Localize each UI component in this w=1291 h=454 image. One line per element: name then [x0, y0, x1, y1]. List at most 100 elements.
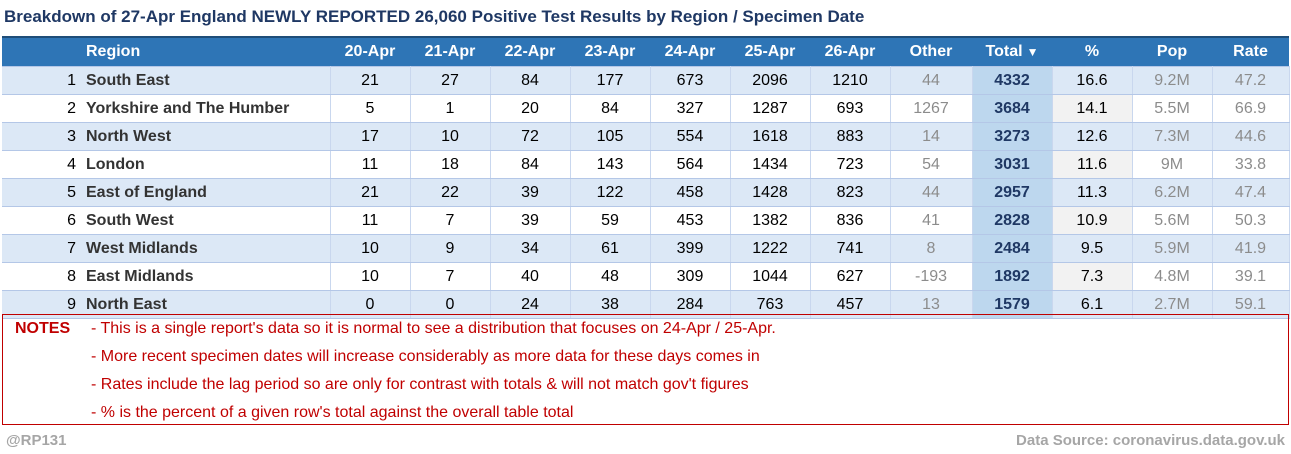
cell-23-apr: 105 [570, 122, 651, 151]
cell-22-apr: 39 [490, 178, 571, 207]
cell-24-apr: 564 [650, 150, 731, 179]
cell-20-apr: 21 [330, 178, 411, 207]
cell-22-apr: 20 [490, 94, 571, 123]
notes-label: NOTES [15, 320, 71, 337]
results-table: Region 20-Apr 21-Apr 22-Apr 23-Apr 24-Ap… [2, 36, 1290, 319]
cell-21-apr: 10 [410, 122, 491, 151]
cell-total: 3273 [971, 122, 1053, 151]
cell-26-apr: 836 [810, 206, 891, 235]
date-header-26-apr[interactable]: 26-Apr [810, 36, 890, 67]
region-name: South West [82, 206, 331, 235]
cell-other: 44 [890, 66, 973, 95]
sort-descending-icon[interactable]: ▼ [1026, 45, 1039, 59]
cell-percent: 9.5 [1052, 234, 1133, 263]
cell-21-apr: 7 [410, 262, 491, 291]
cell-26-apr: 741 [810, 234, 891, 263]
row-number: 6 [2, 206, 82, 235]
note-line: - Rates include the lag period so are on… [91, 376, 749, 393]
table-row: 6 South West 11 7 39 59 453 1382 836 41 2828 10.9 5.… [2, 206, 1290, 235]
total-header[interactable]: Total ▼ [972, 36, 1052, 67]
notes-box: NOTES - This is a single report's data s… [2, 314, 1289, 425]
cell-pop: 9M [1132, 150, 1213, 179]
rate-header[interactable]: Rate [1212, 36, 1289, 67]
note-line: - % is the percent of a given row's tota… [91, 404, 574, 421]
cell-rate: 41.9 [1212, 234, 1290, 263]
date-header-20-apr[interactable]: 20-Apr [330, 36, 410, 67]
cell-26-apr: 723 [810, 150, 891, 179]
date-header-24-apr[interactable]: 24-Apr [650, 36, 730, 67]
cell-21-apr: 22 [410, 178, 491, 207]
cell-25-apr: 1287 [730, 94, 811, 123]
cell-25-apr: 1222 [730, 234, 811, 263]
cell-26-apr: 1210 [810, 66, 891, 95]
table-row: 2 Yorkshire and The Humber 5 1 20 84 327 1287 69… [2, 94, 1290, 123]
cell-total: 2484 [971, 234, 1053, 263]
note-line: - More recent specimen dates will increa… [91, 348, 760, 365]
cell-total: 2828 [971, 206, 1053, 235]
row-number: 8 [2, 262, 82, 291]
cell-24-apr: 327 [650, 94, 731, 123]
pop-header[interactable]: Pop [1132, 36, 1212, 67]
cell-23-apr: 84 [570, 94, 651, 123]
cell-25-apr: 1434 [730, 150, 811, 179]
cell-22-apr: 40 [490, 262, 571, 291]
cell-other: 14 [890, 122, 973, 151]
region-name: Yorkshire and The Humber [82, 94, 331, 123]
date-header-23-apr[interactable]: 23-Apr [570, 36, 650, 67]
cell-total: 3684 [971, 94, 1053, 123]
cell-percent: 10.9 [1052, 206, 1133, 235]
table-header-row: Region 20-Apr 21-Apr 22-Apr 23-Apr 24-Ap… [2, 36, 1289, 67]
cell-23-apr: 61 [570, 234, 651, 263]
table-row: 5 East of England 21 22 39 122 458 1428 823 44 295… [2, 178, 1290, 207]
author-handle: @RP131 [6, 432, 67, 449]
cell-total: 3031 [971, 150, 1053, 179]
note-line: - This is a single report's data so it i… [91, 320, 776, 337]
date-header-22-apr[interactable]: 22-Apr [490, 36, 570, 67]
cell-22-apr: 72 [490, 122, 571, 151]
cell-24-apr: 458 [650, 178, 731, 207]
date-header-25-apr[interactable]: 25-Apr [730, 36, 810, 67]
cell-rate: 47.4 [1212, 178, 1290, 207]
cell-21-apr: 9 [410, 234, 491, 263]
cell-pop: 5.6M [1132, 206, 1213, 235]
cell-22-apr: 39 [490, 206, 571, 235]
cell-24-apr: 673 [650, 66, 731, 95]
cell-other: 41 [890, 206, 973, 235]
cell-20-apr: 17 [330, 122, 411, 151]
cell-percent: 11.3 [1052, 178, 1133, 207]
cell-25-apr: 1044 [730, 262, 811, 291]
cell-25-apr: 1428 [730, 178, 811, 207]
cell-22-apr: 84 [490, 150, 571, 179]
cell-20-apr: 11 [330, 150, 411, 179]
cell-26-apr: 883 [810, 122, 891, 151]
percent-header[interactable]: % [1052, 36, 1132, 67]
date-header-21-apr[interactable]: 21-Apr [410, 36, 490, 67]
table-row: 7 West Midlands 10 9 34 61 399 1222 741 8 2484 9.5 5… [2, 234, 1290, 263]
cell-other: 54 [890, 150, 973, 179]
cell-other: 1267 [890, 94, 973, 123]
cell-total: 4332 [971, 66, 1053, 95]
cell-26-apr: 627 [810, 262, 891, 291]
row-number: 1 [2, 66, 82, 95]
cell-26-apr: 823 [810, 178, 891, 207]
cell-24-apr: 399 [650, 234, 731, 263]
other-header[interactable]: Other [890, 36, 972, 67]
cell-total: 1892 [971, 262, 1053, 291]
cell-23-apr: 122 [570, 178, 651, 207]
cell-23-apr: 143 [570, 150, 651, 179]
cell-22-apr: 84 [490, 66, 571, 95]
row-number: 4 [2, 150, 82, 179]
cell-rate: 44.6 [1212, 122, 1290, 151]
data-source: Data Source: coronavirus.data.gov.uk [1016, 432, 1285, 449]
total-header-label: Total [985, 43, 1023, 60]
cell-percent: 14.1 [1052, 94, 1133, 123]
cell-24-apr: 453 [650, 206, 731, 235]
cell-rate: 47.2 [1212, 66, 1290, 95]
cell-pop: 7.3M [1132, 122, 1213, 151]
cell-26-apr: 693 [810, 94, 891, 123]
cell-20-apr: 10 [330, 262, 411, 291]
region-header[interactable]: Region [82, 36, 330, 67]
row-number: 7 [2, 234, 82, 263]
cell-percent: 12.6 [1052, 122, 1133, 151]
row-number: 5 [2, 178, 82, 207]
